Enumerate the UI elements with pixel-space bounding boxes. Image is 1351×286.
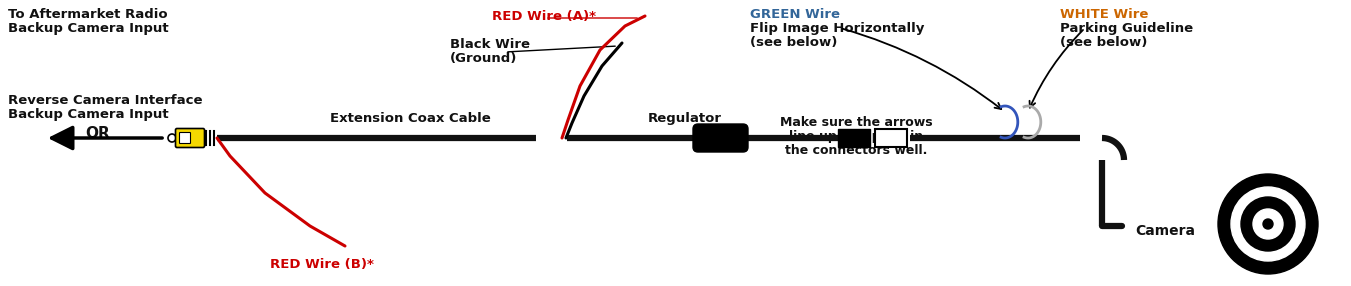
Text: (see below): (see below) xyxy=(1061,36,1147,49)
Text: Camera: Camera xyxy=(1135,224,1196,238)
Circle shape xyxy=(1252,209,1283,239)
Text: Black Wire: Black Wire xyxy=(450,38,530,51)
FancyBboxPatch shape xyxy=(875,129,907,147)
Text: Reverse Camera Interface: Reverse Camera Interface xyxy=(8,94,203,107)
FancyBboxPatch shape xyxy=(180,132,190,144)
FancyBboxPatch shape xyxy=(176,128,204,148)
FancyBboxPatch shape xyxy=(838,129,870,147)
Text: Backup Camera Input: Backup Camera Input xyxy=(8,108,169,121)
Text: WHITE Wire: WHITE Wire xyxy=(1061,8,1148,21)
Text: Regulator: Regulator xyxy=(648,112,721,125)
Text: (Ground): (Ground) xyxy=(450,52,517,65)
Text: RED Wire (B)*: RED Wire (B)* xyxy=(270,258,374,271)
FancyBboxPatch shape xyxy=(693,124,748,152)
Text: GREEN Wire: GREEN Wire xyxy=(750,8,840,21)
Text: (see below): (see below) xyxy=(750,36,838,49)
Text: Backup Camera Input: Backup Camera Input xyxy=(8,22,169,35)
Text: To Aftermarket Radio: To Aftermarket Radio xyxy=(8,8,168,21)
Circle shape xyxy=(168,134,176,142)
Circle shape xyxy=(1242,197,1296,251)
Text: RED Wire (A)*: RED Wire (A)* xyxy=(492,10,596,23)
Circle shape xyxy=(1231,187,1305,261)
Circle shape xyxy=(1263,219,1273,229)
Text: Make sure the arrows: Make sure the arrows xyxy=(780,116,932,129)
Text: Flip Image Horizontally: Flip Image Horizontally xyxy=(750,22,924,35)
Text: Extension Coax Cable: Extension Coax Cable xyxy=(330,112,490,125)
Text: OR: OR xyxy=(85,126,109,142)
Circle shape xyxy=(1219,174,1319,274)
Text: line up and push in: line up and push in xyxy=(789,130,923,143)
Text: the connectors well.: the connectors well. xyxy=(785,144,927,157)
Text: Parking Guideline: Parking Guideline xyxy=(1061,22,1193,35)
